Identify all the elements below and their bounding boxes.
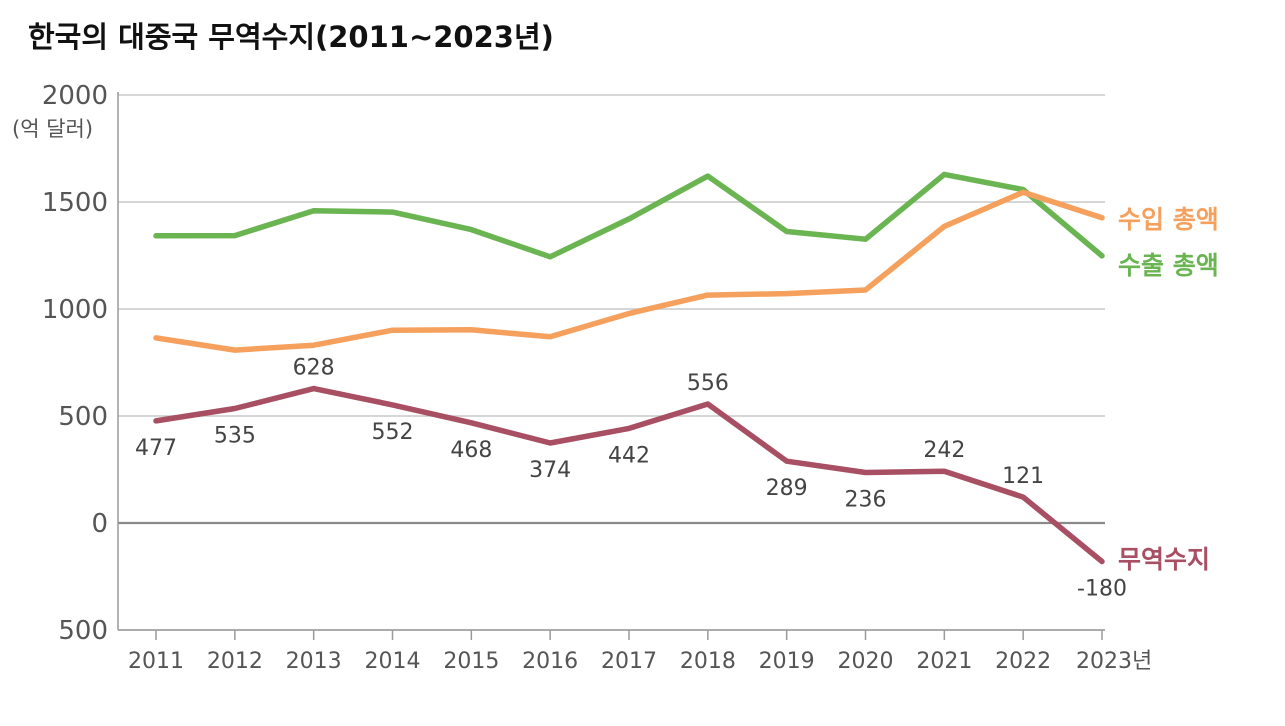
y-unit-label: (억 달러) (12, 117, 93, 141)
data-label: 552 (372, 420, 414, 445)
data-label: -180 (1077, 577, 1127, 602)
chart-title: 한국의 대중국 무역수지(2011~2023년) (28, 20, 554, 54)
y-tick-label: 1500 (42, 188, 108, 218)
x-tick-label: 2023년 (1076, 649, 1152, 674)
y-tick-label: 500 (58, 616, 108, 646)
x-tick-label: 2019 (759, 649, 815, 674)
x-tick-label: 2020 (838, 649, 894, 674)
data-label: 289 (766, 476, 808, 501)
x-tick-label: 2017 (601, 649, 657, 674)
y-tick-label: 2000 (42, 81, 108, 111)
legend-label: 수입 총액 (1118, 205, 1219, 234)
series-line-2 (153, 385, 1105, 565)
x-tick-label: 2018 (680, 649, 736, 674)
data-label: 556 (687, 371, 729, 396)
series-line-1 (153, 189, 1105, 353)
x-tick-label: 2012 (207, 649, 263, 674)
data-label: 468 (450, 438, 492, 463)
data-label: 535 (214, 424, 256, 449)
legend-label: 수출 총액 (1118, 251, 1219, 280)
x-tick-label: 2021 (916, 649, 972, 674)
x-tick-label: 2014 (365, 649, 421, 674)
data-label: 374 (529, 458, 571, 483)
data-label: 477 (135, 436, 177, 461)
data-label: 236 (845, 487, 887, 512)
data-label: 628 (293, 356, 335, 381)
data-label: 442 (608, 443, 650, 468)
x-tick-label: 2016 (522, 649, 578, 674)
x-tick-label: 2011 (128, 649, 184, 674)
data-label: 242 (923, 438, 965, 463)
legend-label: 무역수지 (1118, 545, 1210, 574)
x-tick-label: 2013 (286, 649, 342, 674)
series-line-0 (153, 171, 1105, 260)
y-tick-label: 500 (58, 402, 108, 432)
data-label: 121 (1002, 464, 1044, 489)
y-tick-label: 1000 (42, 295, 108, 325)
y-tick-label: 0 (91, 509, 108, 539)
x-tick-label: 2015 (443, 649, 499, 674)
x-tick-label: 2022 (995, 649, 1051, 674)
